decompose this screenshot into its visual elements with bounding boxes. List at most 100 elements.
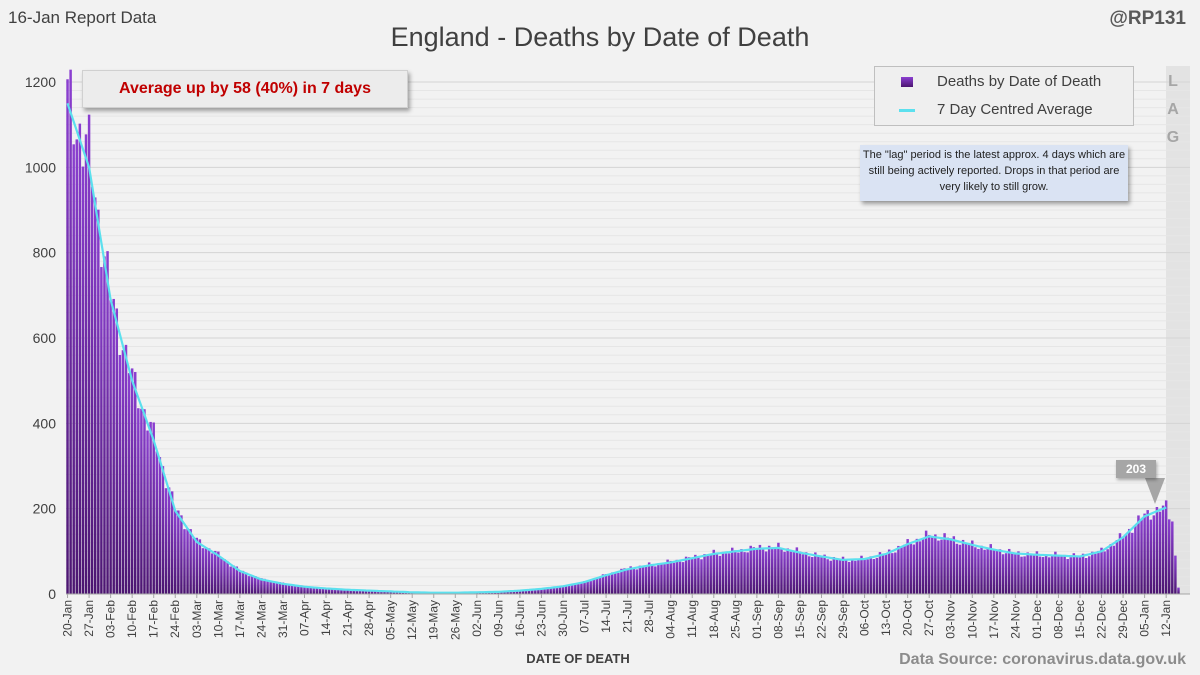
x-tick-label: 27-Jan [82, 600, 96, 637]
daily-death-bar [724, 553, 728, 594]
daily-death-bar [838, 559, 842, 594]
daily-death-bar [300, 585, 303, 594]
daily-death-bar [589, 581, 592, 594]
x-tick-label: 08-Sep [771, 600, 785, 639]
daily-death-bar [370, 590, 374, 594]
daily-death-bar [1075, 556, 1079, 594]
x-tick-label: 28-Jul [642, 600, 656, 633]
daily-death-bar [946, 537, 949, 594]
daily-death-bar [657, 563, 660, 594]
x-tick-label: 20-Oct [901, 599, 915, 636]
daily-death-bar [841, 556, 845, 594]
daily-death-bar [352, 589, 355, 594]
daily-death-bar [700, 559, 703, 594]
daily-death-bar [675, 559, 679, 594]
daily-death-bar [912, 544, 916, 594]
x-tick-label: 12-Jan [1159, 600, 1173, 637]
daily-death-bar [1001, 554, 1005, 594]
daily-death-bar [1097, 550, 1100, 594]
daily-death-bar [524, 590, 528, 594]
daily-death-bar [78, 123, 82, 595]
daily-death-bar [1124, 534, 1128, 594]
daily-death-bar [931, 537, 934, 594]
daily-death-bar [684, 556, 688, 594]
x-tick-label: 05-May [384, 600, 398, 640]
daily-death-bar [851, 558, 854, 594]
daily-death-bar [647, 562, 651, 594]
daily-death-bar [737, 552, 740, 594]
author-handle: @RP131 [1109, 8, 1186, 29]
daily-death-bar [1057, 556, 1060, 594]
daily-death-bar [555, 586, 559, 594]
daily-death-bar [823, 554, 826, 594]
daily-death-bar [712, 549, 716, 594]
daily-death-bar [974, 547, 977, 594]
daily-death-bar [1011, 552, 1014, 594]
daily-death-bar [312, 587, 315, 594]
daily-death-bar [746, 552, 749, 594]
x-axis-title: DATE OF DEATH [526, 651, 630, 666]
daily-death-bar [1035, 551, 1039, 594]
daily-death-bar [127, 373, 131, 594]
daily-death-bar [980, 545, 983, 594]
x-tick-label: 23-Jun [534, 600, 548, 637]
daily-death-bar [1060, 556, 1063, 594]
daily-death-bar [503, 591, 506, 594]
peak-pointer-icon [1145, 478, 1165, 504]
daily-death-bar [177, 510, 180, 594]
daily-death-bar [678, 561, 682, 594]
daily-death-bar [152, 422, 155, 594]
daily-death-bar [1134, 525, 1137, 594]
daily-death-bar [87, 114, 91, 595]
daily-death-bar [229, 566, 232, 594]
daily-death-bar [949, 538, 952, 594]
daily-death-bar [832, 557, 836, 594]
daily-death-bar [881, 553, 885, 594]
daily-death-bar [395, 591, 399, 594]
daily-death-bar [201, 548, 205, 594]
daily-death-bar [380, 591, 383, 594]
daily-death-bar [284, 584, 288, 594]
daily-death-bar [614, 572, 617, 594]
daily-death-bar [694, 554, 697, 594]
daily-death-bar [666, 559, 669, 594]
y-tick-label: 1200 [25, 74, 56, 90]
daily-death-bar [583, 581, 586, 594]
daily-death-bar [546, 588, 549, 594]
daily-death-bar [780, 548, 783, 594]
daily-death-bar [564, 585, 568, 594]
daily-death-bar [100, 267, 103, 594]
daily-death-bar [697, 557, 700, 594]
daily-death-bar [934, 534, 937, 594]
daily-death-bar [90, 186, 94, 595]
daily-death-bar [137, 408, 140, 594]
y-tick-label: 0 [48, 586, 56, 602]
daily-death-bar [355, 589, 359, 594]
daily-death-bar [703, 554, 706, 594]
x-tick-label: 13-Oct [879, 599, 893, 636]
x-tick-label: 19-May [427, 600, 441, 640]
daily-death-bar [878, 552, 882, 594]
daily-death-bar [235, 566, 239, 594]
daily-death-bar [561, 586, 565, 594]
daily-death-bar [567, 585, 571, 594]
daily-death-bar [983, 549, 986, 594]
daily-death-bar [875, 557, 879, 594]
daily-death-bar [1054, 551, 1057, 594]
x-tick-label: 06-Oct [858, 599, 872, 636]
daily-death-bar [272, 581, 275, 594]
daily-death-bar [829, 560, 832, 594]
daily-death-bar [937, 540, 940, 594]
lag-label: L A G [1164, 68, 1182, 152]
x-tick-label: 21-Jul [621, 600, 635, 633]
daily-death-bar [386, 591, 389, 594]
daily-death-bar [955, 543, 959, 594]
daily-death-bar [254, 576, 257, 594]
daily-death-bar [995, 550, 999, 594]
daily-death-bar [860, 555, 863, 594]
daily-death-bar [377, 591, 380, 594]
chart-title: England - Deaths by Date of Death [390, 22, 810, 52]
daily-death-bar [1103, 551, 1106, 594]
x-tick-label: 26-May [448, 600, 462, 640]
